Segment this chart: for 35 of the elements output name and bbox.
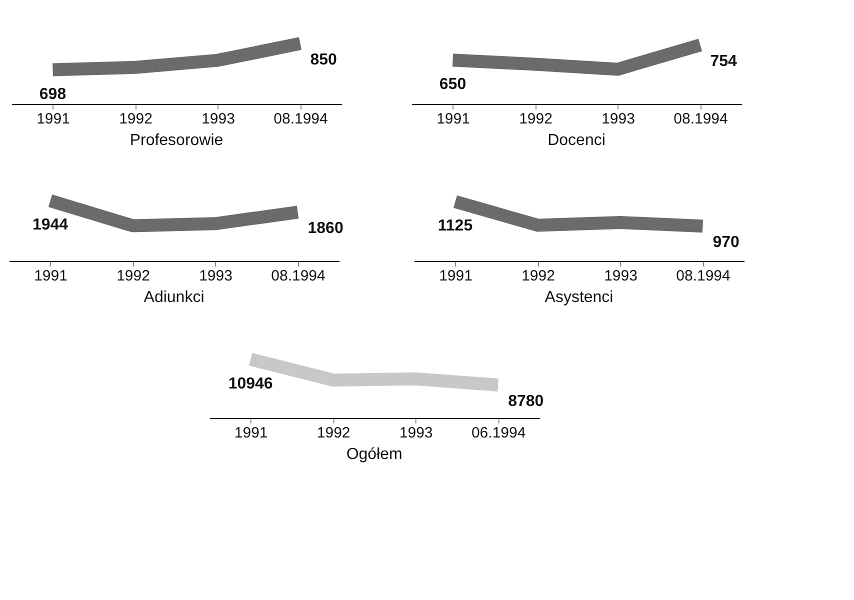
- text: Asystenci: [544, 289, 614, 306]
- data-label: 10946: [228, 375, 273, 392]
- x-tick-label: 1991: [34, 268, 68, 284]
- x-tick-label: 1991: [439, 268, 472, 284]
- x-tick-label: 1991: [36, 110, 70, 128]
- data-label: 970: [712, 234, 740, 252]
- x-tick-label: 1991: [234, 424, 268, 442]
- x-tick-label: 1993: [202, 110, 235, 128]
- data-label: 754: [710, 52, 738, 70]
- x-tick-label: 08.1994: [674, 110, 728, 128]
- data-label: 1125: [438, 218, 473, 235]
- x-tick-label: 08.1994: [274, 110, 328, 128]
- text: Ogółem: [346, 446, 402, 463]
- data-label: 698: [39, 86, 66, 103]
- x-tick-label: 06.1994: [471, 424, 526, 442]
- data-label: 8780: [508, 392, 544, 410]
- x-tick-label: 1992: [119, 110, 152, 128]
- x-tick-label: 08.1994: [676, 268, 730, 284]
- x-tick-label: 1993: [604, 268, 638, 284]
- x-tick-label: 1991: [436, 110, 470, 128]
- data-label: 650: [439, 76, 466, 94]
- x-tick-label: 1992: [522, 268, 555, 284]
- text: Adiunkci: [144, 289, 204, 306]
- x-tick-label: 1993: [602, 110, 635, 128]
- x-tick-label: 1992: [116, 268, 150, 284]
- x-tick-label: 1993: [199, 268, 232, 284]
- data-label: 850: [310, 52, 338, 69]
- x-tick-label: 1992: [519, 110, 552, 128]
- data-label: 1944: [32, 216, 68, 234]
- text: Docenci: [548, 132, 606, 149]
- x-tick-label: 1993: [399, 424, 433, 442]
- x-tick-label: 08.1994: [271, 268, 326, 284]
- text: Profesorowie: [130, 132, 224, 149]
- x-tick-label: 1992: [316, 424, 350, 442]
- data-label: 1860: [308, 220, 344, 238]
